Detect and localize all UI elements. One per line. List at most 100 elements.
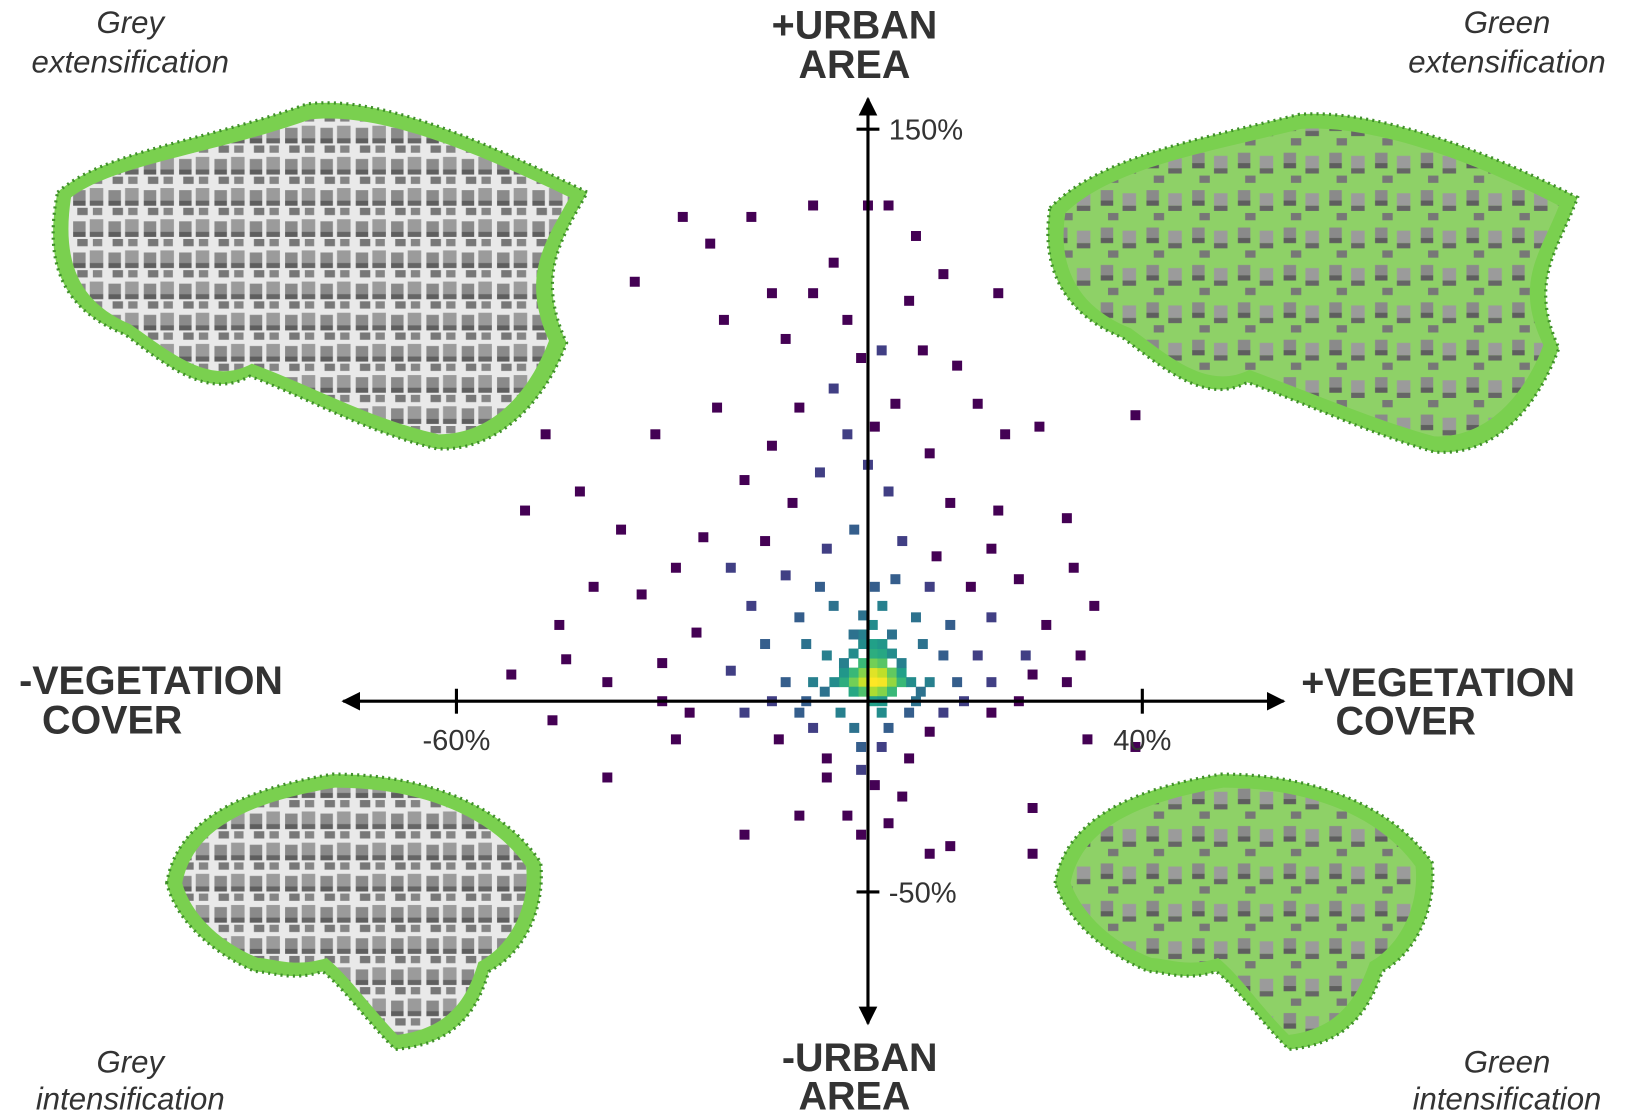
hist-cell [1028,670,1038,680]
hist-cell [877,708,887,718]
hist-cell [1000,429,1010,439]
hist-cell [911,231,921,241]
x-tick-label: -60% [423,725,491,757]
hist-cell [973,650,983,660]
hist-cell [740,830,750,840]
hist-cell [849,649,859,659]
hist-cell [541,429,551,439]
hist-cell [602,772,612,782]
hist-cell [794,612,804,622]
hist-cell [925,849,935,859]
hist-cell [877,677,887,687]
x-tick-label: 40% [1113,725,1171,757]
top-label: +URBAN [772,3,938,47]
hist-cell [887,677,897,687]
quadrant-label: extensification [32,45,229,80]
hist-cell [822,772,832,782]
hist-cell [726,563,736,573]
hist-cell [692,628,702,638]
hist-cell [849,677,859,687]
top-label: AREA [799,43,911,87]
hist-cell [849,723,859,733]
hist-cell [1028,803,1038,813]
hist-cell [887,668,897,678]
right-label: +VEGETATION [1301,661,1575,705]
hist-cell [781,334,791,344]
hist-cell [685,708,695,718]
hist-cell [986,677,996,687]
hist-cell [822,753,832,763]
hist-cell [887,649,897,659]
hist-cell [986,544,996,554]
hist-cell [904,753,914,763]
quadrant-label: Green [1464,1044,1551,1079]
hist-cell [1089,601,1099,611]
hist-cell [839,658,849,668]
hist-cell [973,399,983,409]
hist-cell [520,506,530,516]
hist-cell [829,601,839,611]
hist-cell [637,589,647,599]
hist-cell [916,687,926,697]
hist-cell [849,525,859,535]
hist-cell [808,288,818,298]
hist-cell [897,658,907,668]
hist-cell [712,403,722,413]
hist-cell [849,668,859,678]
hist-cell [767,441,777,451]
hist-cell [1028,849,1038,859]
hist-cell [884,723,894,733]
hist-cell [506,670,516,680]
hist-cell [719,315,729,325]
hist-cell [1076,650,1086,660]
hist-cell [836,708,846,718]
hist-cell [945,498,955,508]
hist-cell [877,668,887,678]
hist-cell [870,780,880,790]
y-tick-label: -50% [889,877,957,909]
quadrant-label: Grey [97,5,167,40]
hist-cell [870,582,880,592]
quadrant-label: Green [1464,5,1551,40]
hist-cell [760,536,770,546]
hist-cell [554,620,564,630]
hist-cell [849,629,859,639]
hist-cell [774,734,784,744]
hist-cell [897,792,907,802]
hist-cell [829,258,839,268]
hist-cell [808,677,818,687]
hist-cell [993,288,1003,298]
hist-cell [1014,574,1024,584]
hist-cell [993,506,1003,516]
hist-cell [839,668,849,678]
hist-cell [616,525,626,535]
hist-cell [602,677,612,687]
y-tick-label: 150% [889,115,963,147]
hist-cell [906,677,916,687]
hist-cell [794,708,804,718]
hist-cell [877,601,887,611]
right-label: COVER [1336,700,1476,744]
hist-cell [890,399,900,409]
left-label: COVER [42,699,182,743]
hist-cell [1130,410,1140,420]
hist-cell [794,811,804,821]
hist-cell [925,448,935,458]
hist-cell [829,677,839,687]
hist-cell [767,288,777,298]
hist-cell [1062,677,1072,687]
bottom-label: -URBAN [782,1036,938,1080]
histogram [506,200,1140,858]
hist-cell [726,666,736,676]
hist-cell [925,727,935,737]
illustration-grey-extensification [53,103,587,449]
hist-cell [877,639,887,649]
hist-cell [925,677,935,687]
quadrant-label: intensification [36,1082,225,1117]
hist-cell [904,296,914,306]
hist-cell [904,708,914,718]
hist-cell [897,668,907,678]
hist-cell [952,361,962,371]
hist-cell [1041,620,1051,630]
hist-cell [746,212,756,222]
